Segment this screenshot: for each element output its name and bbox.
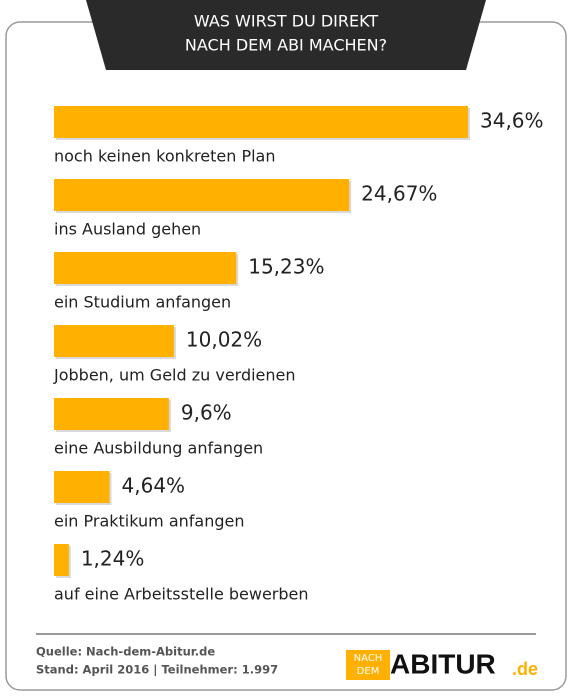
logo-suffix: .de: [512, 659, 538, 679]
bar: [54, 471, 110, 503]
value-label: 34,6%: [480, 109, 544, 133]
bar: [54, 106, 468, 138]
logo-box: [346, 650, 390, 680]
value-label: 9,6%: [181, 401, 232, 425]
logo-small: DEM: [357, 666, 380, 677]
value-label: 1,24%: [81, 547, 145, 571]
value-label: 15,23%: [248, 255, 324, 279]
value-label: 4,64%: [122, 474, 186, 498]
bar: [54, 179, 350, 211]
bar: [54, 398, 169, 430]
source: Quelle: Nach-dem-Abitur.de: [36, 645, 215, 659]
category-label: ins Ausland gehen: [54, 220, 201, 239]
chart-title: WAS WIRST DU DIREKT: [194, 12, 378, 31]
logo-main: ABITUR: [390, 648, 496, 679]
logo-small: NACH: [354, 653, 383, 664]
category-label: ein Studium anfangen: [54, 293, 231, 312]
category-label: ein Praktikum anfangen: [54, 512, 245, 531]
category-label: Jobben, um Geld zu verdienen: [53, 366, 296, 385]
note: Stand: April 2016 | Teilnehmer: 1.997: [36, 663, 278, 677]
bar: [54, 544, 69, 576]
value-label: 10,02%: [186, 328, 262, 352]
bar: [54, 252, 237, 284]
title-banner: [86, 0, 486, 70]
category-label: eine Ausbildung anfangen: [54, 439, 263, 458]
value-label: 24,67%: [361, 182, 437, 206]
category-label: noch keinen konkreten Plan: [54, 147, 276, 166]
category-label: auf eine Arbeitsstelle bewerben: [54, 585, 309, 604]
chart-title: NACH DEM ABI MACHEN?: [185, 36, 387, 55]
bar: [54, 325, 174, 357]
